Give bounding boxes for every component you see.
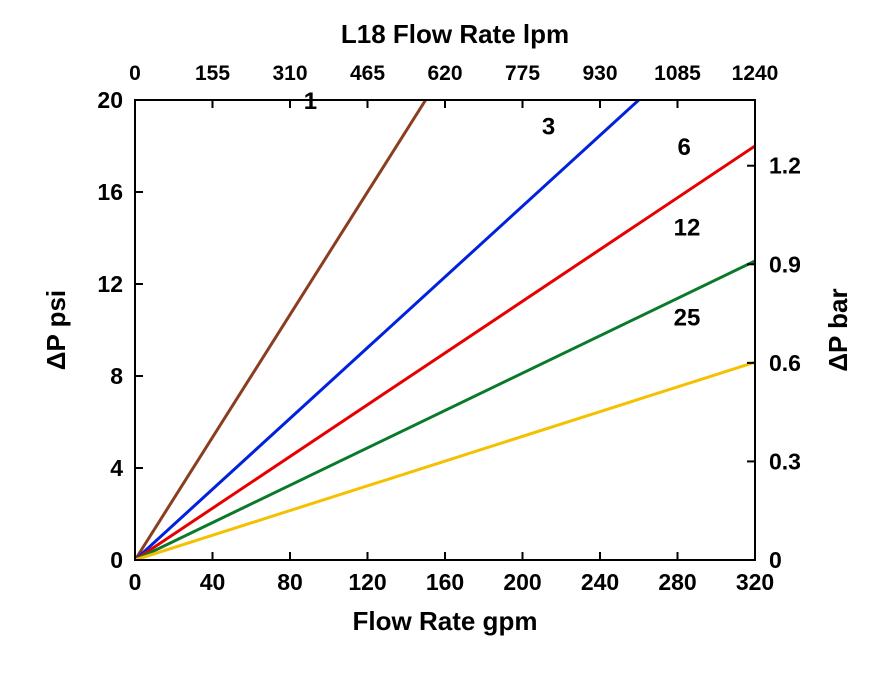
bottom-tick-label: 160 <box>426 569 464 595</box>
top-tick-label: 155 <box>195 62 230 85</box>
left-axis-title: ΔP psi <box>41 290 71 370</box>
top-tick-label: 930 <box>582 62 617 85</box>
top-tick-label: 465 <box>350 62 385 85</box>
top-tick-label: 310 <box>272 62 307 85</box>
bottom-tick-label: 0 <box>129 569 142 595</box>
bottom-tick-label: 80 <box>277 569 303 595</box>
bottom-tick-label: 280 <box>658 569 696 595</box>
right-tick-label: 0.6 <box>769 350 801 376</box>
right-tick-label: 0.9 <box>769 251 801 277</box>
series-label-25: 25 <box>674 304 701 331</box>
right-tick-label: 0 <box>769 547 782 573</box>
left-tick-label: 4 <box>110 455 123 481</box>
top-tick-label: 1085 <box>654 62 701 85</box>
left-tick-label: 0 <box>110 547 123 573</box>
pressure-drop-chart: L18 Flow Rate lpm01553104656207759301085… <box>0 0 884 684</box>
top-tick-label: 620 <box>427 62 462 85</box>
left-tick-label: 8 <box>110 363 123 389</box>
top-tick-label: 1240 <box>732 62 779 85</box>
right-tick-label: 0.3 <box>769 448 801 474</box>
series-label-6: 6 <box>678 134 691 161</box>
chart-svg: L18 Flow Rate lpm01553104656207759301085… <box>0 0 884 684</box>
series-label-1: 1 <box>304 88 317 115</box>
top-axis-title: L18 Flow Rate lpm <box>341 19 569 49</box>
top-tick-label: 0 <box>129 62 141 85</box>
left-tick-label: 12 <box>97 271 123 297</box>
bottom-tick-label: 120 <box>348 569 386 595</box>
bottom-tick-label: 200 <box>503 569 541 595</box>
bottom-axis-title: Flow Rate gpm <box>353 606 538 636</box>
left-tick-label: 16 <box>97 179 123 205</box>
right-tick-label: 1.2 <box>769 153 801 179</box>
bottom-tick-label: 240 <box>581 569 619 595</box>
left-tick-label: 20 <box>97 87 123 113</box>
series-label-3: 3 <box>542 114 555 141</box>
right-axis-title: ΔP bar <box>823 288 853 371</box>
series-label-12: 12 <box>674 215 701 242</box>
top-tick-label: 775 <box>505 62 540 85</box>
bottom-tick-label: 40 <box>200 569 226 595</box>
